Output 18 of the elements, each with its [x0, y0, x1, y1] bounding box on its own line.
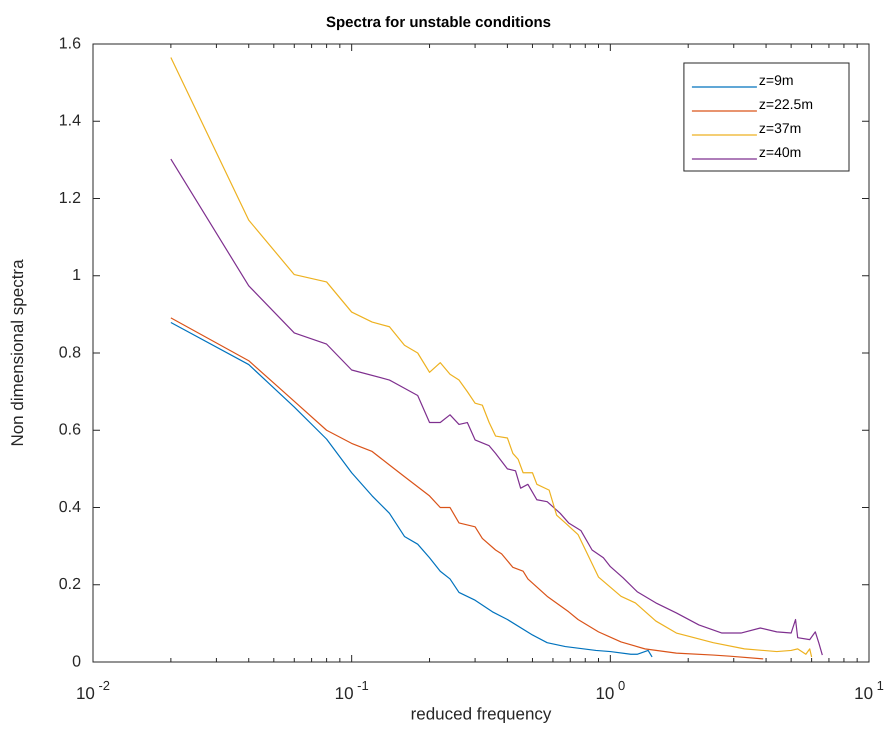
y-tick-label: 0 [72, 653, 82, 670]
chart-title: Spectra for unstable conditions [326, 14, 552, 32]
legend-label: z=37m [758, 120, 802, 136]
y-tick-label: 0.2 [58, 576, 82, 594]
legend-label: z=9m [758, 72, 794, 88]
legend-label: z=40m [758, 144, 802, 160]
y-tick-label: 1.4 [58, 112, 82, 130]
y-axis-title: Non dimensional spectra [8, 258, 27, 447]
legend-label: z=22.5m [758, 96, 814, 112]
y-tick-label: 1.2 [58, 190, 82, 207]
y-tick-label: 0.6 [58, 422, 82, 439]
y-tick-label: 0.8 [58, 344, 82, 362]
y-tick-label: 0.4 [58, 498, 82, 516]
x-axis-title: reduced frequency [410, 704, 552, 724]
y-tick-label: 1 [72, 267, 82, 284]
x-tick-label: 10-1 [334, 678, 369, 703]
x-tick-label: 10-2 [76, 678, 110, 703]
y-tick-label: 1.6 [58, 35, 82, 52]
